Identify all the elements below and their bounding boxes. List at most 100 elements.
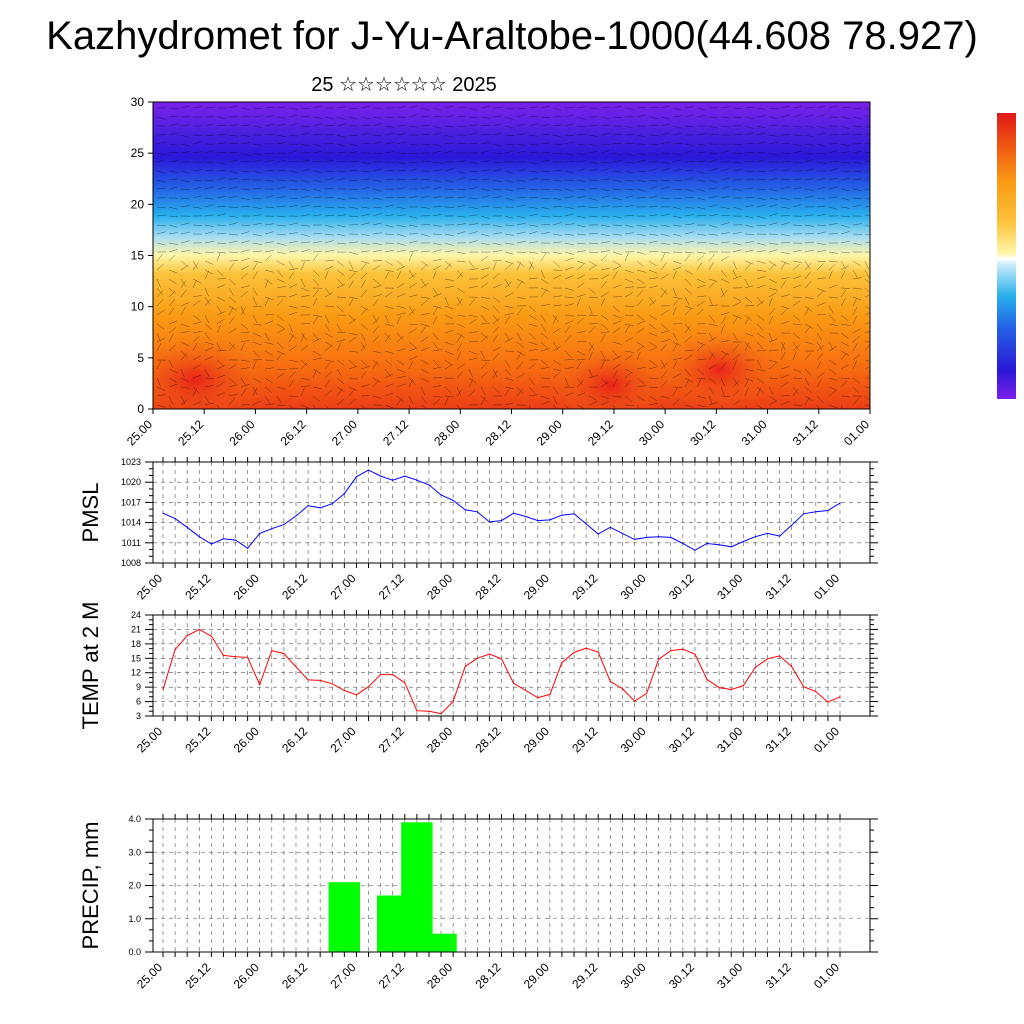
wind-barb (696, 262, 703, 271)
wind-barb (156, 377, 161, 387)
wind-barb (276, 269, 283, 278)
wind-barb (480, 169, 490, 172)
wind-barb (168, 395, 173, 405)
wind-barb (336, 283, 346, 289)
wind-barb (696, 151, 706, 154)
wind-barb (216, 318, 225, 325)
wind-barb (372, 232, 382, 235)
wind-barb (768, 377, 779, 380)
wind-barb (840, 188, 850, 192)
wind-barb (840, 107, 851, 109)
wind-barb (852, 315, 857, 325)
wind-barb (708, 204, 718, 208)
wind-barb (396, 397, 403, 406)
wind-barb (516, 361, 523, 370)
wind-barb (180, 197, 190, 200)
wind-barb (192, 401, 202, 406)
wind-barb (408, 168, 418, 172)
wind-barb (408, 195, 418, 199)
wind-barb (684, 368, 691, 377)
temp-data-point (839, 696, 841, 698)
wind-barb (780, 233, 790, 237)
wind-barb (372, 325, 379, 334)
wind-barb (168, 290, 176, 298)
wind-barb (708, 281, 716, 289)
wind-barb (528, 151, 538, 154)
wind-barb (756, 107, 766, 110)
wind-barb (180, 143, 190, 147)
wind-barb (864, 305, 870, 310)
wind-barb (528, 188, 539, 191)
wind-barb (792, 197, 802, 200)
wind-barb (384, 269, 394, 272)
pmsl-data-point (319, 507, 321, 509)
wind-barb (720, 324, 725, 334)
wind-barb (840, 116, 850, 120)
pmsl-data-point (621, 532, 624, 535)
wind-barb (168, 123, 178, 127)
wind-barb (528, 386, 536, 394)
wind-barb (156, 299, 164, 307)
temp-x-tick-label: 29.00 (521, 724, 552, 755)
wind-barb (252, 197, 263, 200)
wind-barb (708, 314, 715, 323)
heatmap-x-tick-label: 01.00 (841, 417, 872, 448)
wind-barb (576, 116, 586, 120)
pmsl-data-point (682, 542, 684, 545)
wind-barb (768, 204, 778, 208)
wind-barb (324, 361, 331, 370)
wind-barb (192, 206, 202, 209)
wind-barb (828, 134, 839, 136)
wind-barb (840, 270, 846, 280)
wind-barb (516, 150, 526, 154)
wind-barb (312, 332, 319, 341)
wind-barb (648, 359, 657, 366)
precip-x-tick-label: 01.00 (811, 960, 842, 991)
wind-barb (624, 404, 635, 406)
wind-barb (228, 151, 239, 154)
wind-barb (276, 368, 286, 371)
pmsl-data-point (815, 511, 817, 513)
temp-data-point (597, 651, 599, 653)
wind-barb (288, 197, 299, 199)
wind-barb (552, 179, 562, 182)
wind-barb (720, 232, 730, 235)
wind-barb (564, 206, 574, 209)
wind-barb (480, 160, 490, 163)
wind-barb (816, 263, 824, 271)
wind-barb (228, 240, 238, 244)
wind-barb (612, 170, 622, 173)
wind-barb (540, 133, 550, 136)
wind-barb (288, 311, 298, 316)
heatmap-x-tick-label: 28.00 (431, 417, 462, 448)
wind-barb (492, 284, 502, 289)
wind-barb (432, 169, 442, 172)
temp-data-point (476, 657, 478, 659)
wind-barb (744, 197, 755, 199)
temp-data-point (271, 650, 273, 652)
wind-barb (660, 132, 670, 136)
wind-barb (396, 293, 406, 298)
wind-barb (444, 115, 454, 118)
temp-y-tick-label: 18 (131, 639, 141, 649)
wind-barb (828, 284, 838, 289)
wind-barb (372, 360, 378, 370)
wind-barb (576, 195, 586, 199)
wind-barb (480, 150, 490, 154)
wind-barb (588, 260, 597, 267)
temp-data-point (343, 689, 345, 692)
wind-barb (264, 386, 273, 393)
wind-barb (264, 341, 274, 345)
wind-barb (156, 141, 166, 145)
wind-barb (720, 168, 730, 172)
wind-barb (792, 275, 802, 280)
wind-barb (228, 328, 237, 334)
wind-barb (684, 287, 692, 295)
wind-barb (684, 125, 695, 128)
wind-barb (204, 179, 214, 182)
wind-barb (672, 215, 682, 219)
wind-barb (456, 296, 462, 305)
wind-barb (372, 379, 379, 388)
wind-barb (432, 186, 442, 190)
wind-barb (732, 242, 742, 246)
